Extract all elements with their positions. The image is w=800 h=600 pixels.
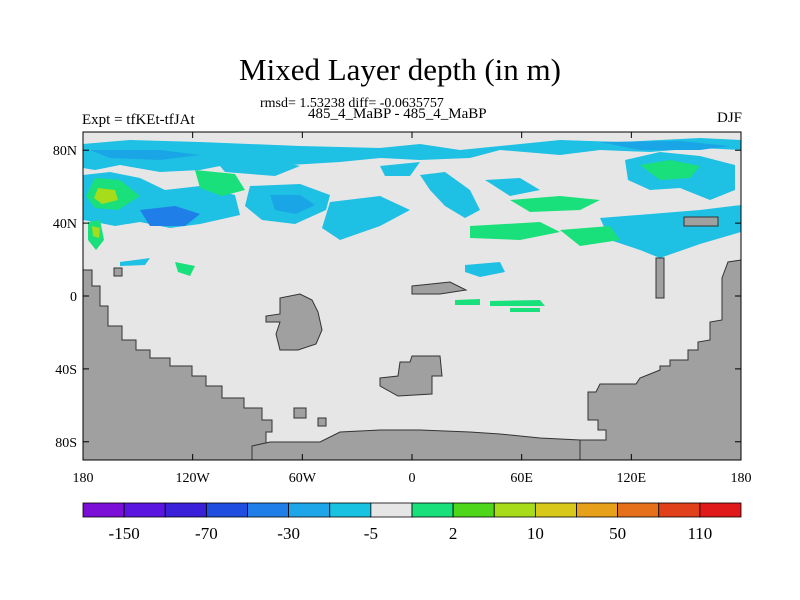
- field-anomalies: [83, 138, 741, 312]
- land-region: [82, 269, 273, 461]
- x-tick-label: 180: [731, 471, 752, 486]
- case-line: 485_4_MaBP - 485_4_MaBP: [308, 106, 487, 122]
- colorbar-swatch: [411, 502, 454, 518]
- colorbar-swatch: [205, 502, 248, 518]
- anomaly-region: [140, 206, 200, 226]
- anomaly-region: [90, 150, 200, 160]
- anomaly-region: [560, 226, 620, 246]
- colorbar-swatch: [288, 502, 331, 518]
- colorbar-swatch: [247, 502, 290, 518]
- colorbar-swatch: [493, 502, 536, 518]
- x-tick-label: 180: [73, 471, 94, 486]
- colorbar-label: 110: [687, 524, 712, 543]
- right-string: DJF: [716, 110, 742, 126]
- anomaly-region: [380, 162, 420, 176]
- x-tick-label: 60E: [510, 471, 533, 486]
- colorbar-label: -5: [364, 524, 378, 543]
- colorbar-label: -70: [195, 524, 218, 543]
- x-tick-label: 120E: [617, 471, 647, 486]
- colorbar-label: 50: [609, 524, 626, 543]
- colorbar-swatch: [370, 502, 413, 518]
- x-tick-label: 0: [409, 471, 416, 486]
- anomaly-region: [600, 141, 730, 150]
- anomaly-region: [510, 308, 540, 312]
- x-tick-label: 60W: [289, 471, 317, 486]
- anomaly-region: [465, 262, 505, 277]
- anomaly-region: [420, 172, 480, 218]
- colorbar-label: 2: [449, 524, 458, 543]
- colorbar-swatch: [123, 502, 166, 518]
- land-region: [655, 257, 665, 299]
- anomaly-region: [470, 222, 560, 240]
- land-region: [683, 216, 719, 227]
- y-tick-label: 0: [70, 290, 77, 305]
- land-region: [379, 355, 443, 397]
- anomaly-region: [455, 299, 480, 305]
- colorbar: -150 -70 -30 -5 2 10 50 110: [82, 502, 742, 543]
- y-tick-label: 80S: [55, 436, 77, 451]
- colorbar-label: -30: [277, 524, 300, 543]
- colorbar-label: 10: [527, 524, 544, 543]
- colorbar-swatch: [164, 502, 207, 518]
- anomaly-region: [490, 300, 545, 306]
- y-tick-label: 40S: [55, 363, 77, 378]
- y-tick-label: 80N: [53, 144, 77, 159]
- anomaly-region: [120, 258, 150, 266]
- anomaly-region: [83, 138, 741, 172]
- anomaly-region: [215, 158, 300, 176]
- land-region: [265, 293, 323, 351]
- y-tick-label: 40N: [53, 217, 77, 232]
- anomaly-region: [270, 195, 315, 214]
- colorbar-swatch: [534, 502, 577, 518]
- colorbar-swatch: [617, 502, 660, 518]
- anomaly-region: [485, 178, 540, 196]
- land-region: [579, 259, 742, 461]
- land-region: [317, 417, 327, 427]
- colorbar-swatch: [658, 502, 701, 518]
- anomaly-region: [510, 196, 600, 212]
- chart-title: Mixed Layer depth (in m): [239, 52, 561, 87]
- colorbar-swatch: [329, 502, 372, 518]
- axis-ticks: 180 120W 60W 0 60E 120E 180 80N 40N 0 40S 80S: [53, 132, 752, 486]
- anomaly-region: [640, 160, 700, 180]
- land-region: [293, 407, 307, 419]
- land-region: [411, 281, 468, 295]
- stats-line: rmsd= 1.53238 diff= -0.0635757: [260, 96, 444, 111]
- left-string: Expt = tfKEt-tfJAt: [82, 112, 195, 128]
- colorbar-swatch: [452, 502, 495, 518]
- anomaly-region: [175, 262, 195, 276]
- x-tick-label: 120W: [176, 471, 211, 486]
- anomaly-region: [322, 196, 410, 240]
- anomaly-region: [92, 226, 100, 238]
- anomaly-region: [94, 188, 118, 204]
- colorbar-label: -150: [109, 524, 140, 543]
- land-region: [113, 267, 123, 277]
- colorbar-swatch: [699, 502, 742, 518]
- colorbar-swatch: [576, 502, 619, 518]
- land-masses: [82, 216, 742, 461]
- anomaly-region: [195, 170, 245, 196]
- colorbar-swatch: [82, 502, 125, 518]
